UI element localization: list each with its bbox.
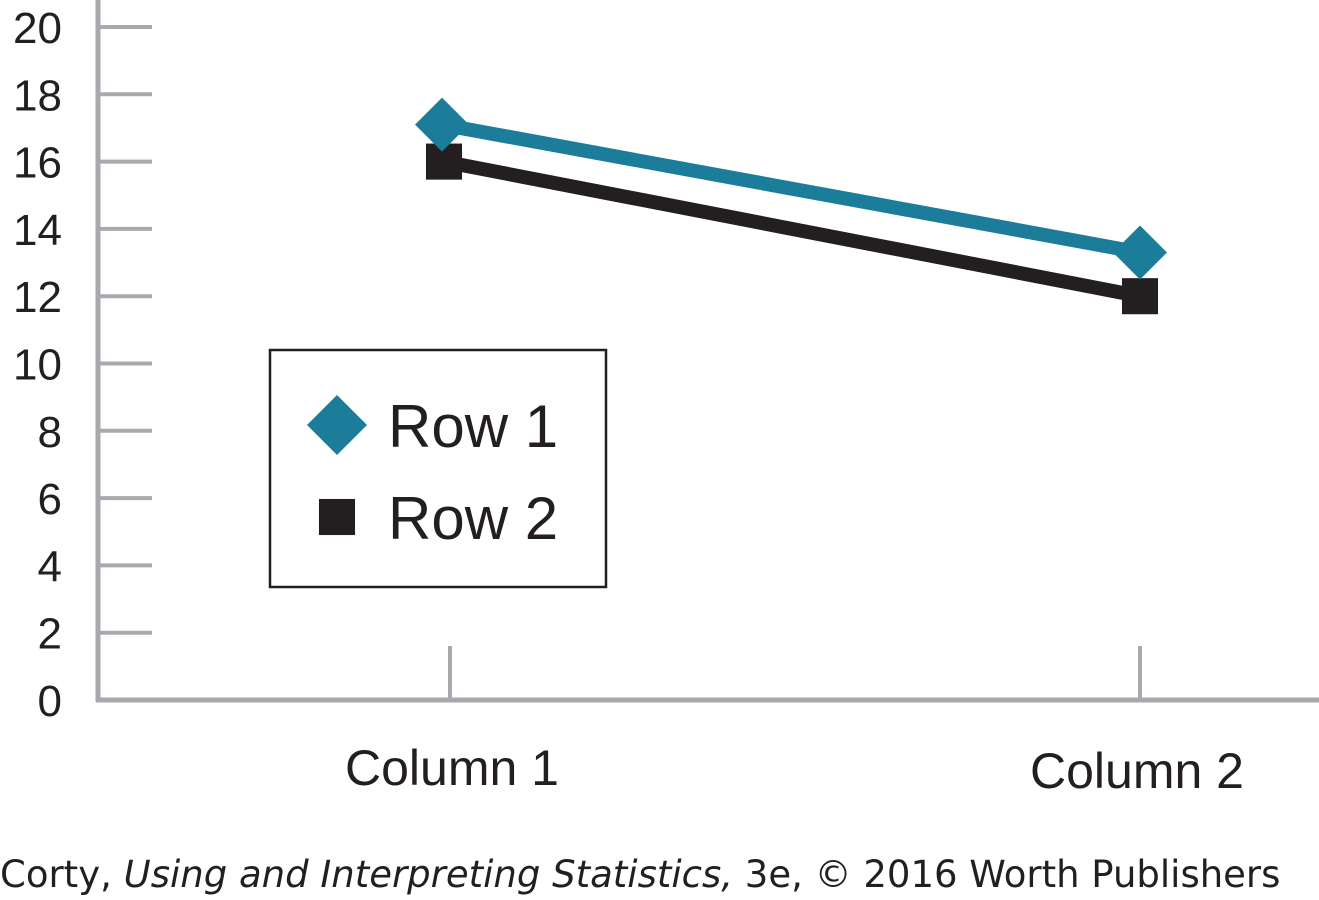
credit-author: Corty, [0,853,124,896]
legend-marker-row-2 [318,498,356,536]
series-layer [415,97,1167,315]
data-point-row-1 [1113,225,1167,280]
y-tick-label: 18 [13,71,62,120]
y-tick-label: 8 [38,408,62,457]
y-tick-label: 6 [38,475,62,524]
x-tick-label: Column 1 [345,740,559,796]
y-tick-label: 4 [38,542,62,591]
credit-publisher: 3e, © 2016 Worth Publishers [733,853,1280,896]
y-tick-label: 14 [13,206,62,255]
series-line-row-1 [440,117,1142,260]
data-point-row-1 [415,97,469,152]
legend-marker-row-1 [307,395,367,455]
legend-box [268,348,608,589]
y-tick-label: 2 [38,610,62,659]
axes: 0 2 4 6 8 10 12 14 16 18 20 Column 1 Column 2 [13,0,1319,799]
x-tick-label: Column 2 [1030,743,1244,799]
data-point-row-2 [1121,278,1159,315]
credit-line: Corty, Using and Interpreting Statistics… [0,853,1280,896]
credit-book-title: Using and Interpreting Statistics, [124,853,733,896]
legend: Row 1 Row 2 [268,348,608,589]
y-tick-label: 0 [38,677,62,726]
legend-label: Row 1 [388,393,558,460]
series-line-row-2 [442,154,1142,304]
y-tick-label: 10 [13,341,62,390]
y-tick-label: 16 [13,139,62,188]
legend-label: Row 2 [388,485,558,552]
y-tick-label: 20 [13,4,62,53]
y-tick-label: 12 [13,273,62,322]
